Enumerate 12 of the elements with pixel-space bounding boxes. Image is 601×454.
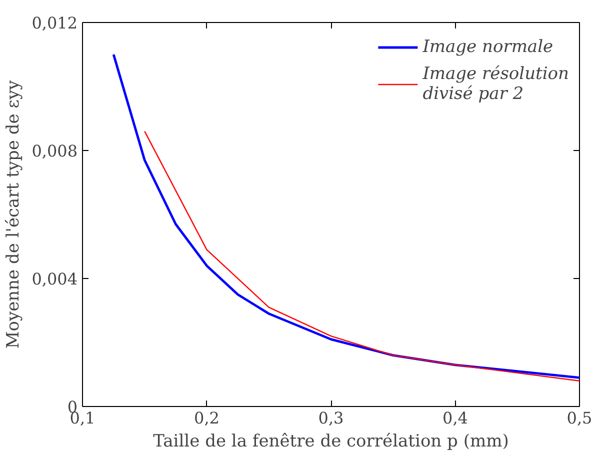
legend-label: Image résolution divisé par 2 [422,64,569,104]
x-tick-label: 0,3 [318,408,344,428]
line-series [144,130,580,382]
y-tick-label: 0,012 [32,14,78,32]
y-tick-label: 0,008 [32,142,78,160]
y-tick-label: 0,004 [32,270,78,288]
x-tick-label: 0,5 [566,408,592,428]
y-axis-title: Moyenne de l'écart type de εyy [4,80,24,349]
x-tick-label: 0,4 [442,408,468,428]
legend-label: Image normale [422,36,554,59]
x-axis-title: Taille de la fenêtre de corrélation p (mm) [153,432,509,452]
x-tick-label: 0,2 [194,408,220,428]
